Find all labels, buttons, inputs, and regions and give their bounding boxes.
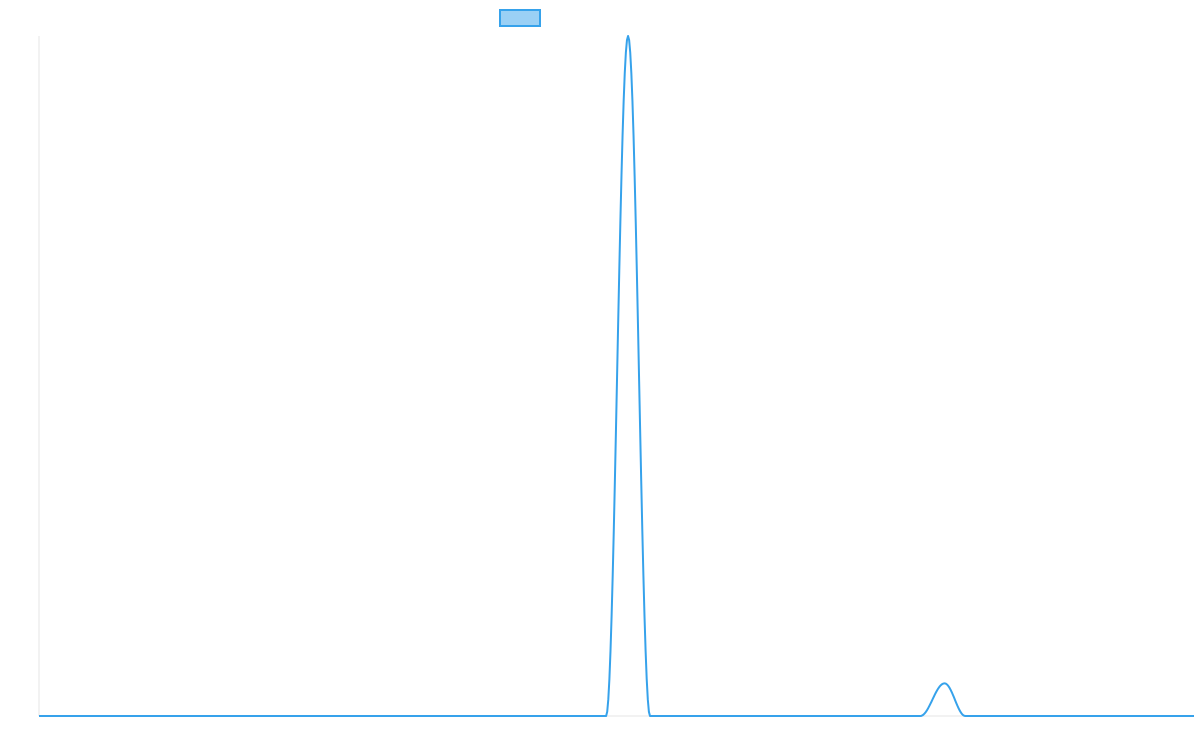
- legend[interactable]: [499, 9, 541, 27]
- series-line-0: [39, 35, 1194, 717]
- series-layer: [39, 35, 1194, 717]
- legend-swatch[interactable]: [499, 9, 541, 27]
